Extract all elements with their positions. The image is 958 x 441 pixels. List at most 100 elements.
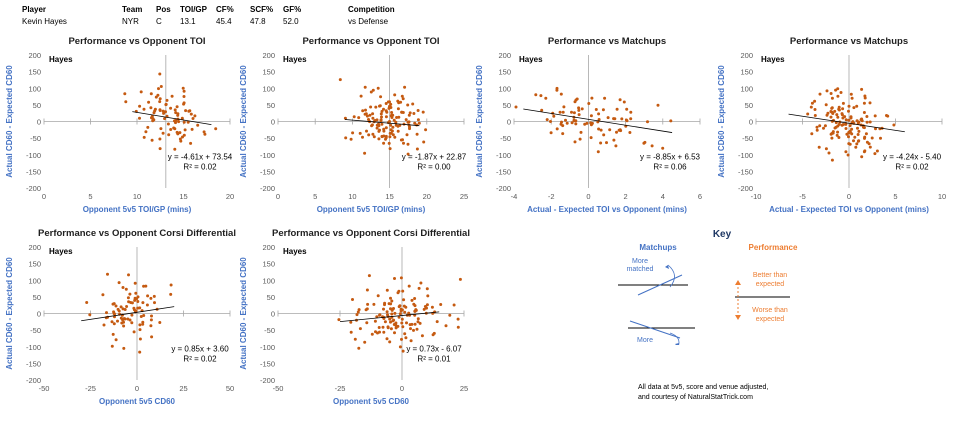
x-tick-label: 10 — [348, 192, 356, 201]
data-point — [870, 136, 874, 140]
chart-title: Performance vs Opponent TOI — [68, 36, 205, 47]
stats-value-2: C — [156, 17, 162, 26]
x-tick-label: -50 — [273, 384, 284, 393]
key-arrowhead-sheltered — [675, 343, 679, 345]
data-point — [836, 130, 840, 134]
data-point — [862, 126, 866, 130]
data-point — [181, 135, 184, 139]
footer-note: All data at 5v5, score and venue adjuste… — [638, 383, 768, 403]
data-point — [855, 142, 859, 146]
data-point — [358, 327, 362, 331]
data-point — [356, 310, 360, 314]
data-point — [416, 317, 420, 321]
data-point — [169, 283, 173, 287]
data-point — [371, 116, 375, 120]
data-point — [594, 108, 598, 111]
data-point — [353, 337, 357, 341]
data-point — [149, 318, 153, 322]
key-better-1: Better than — [753, 272, 787, 279]
x-tick-label: 0 — [847, 192, 851, 201]
data-point — [421, 110, 425, 114]
data-point — [380, 122, 384, 126]
data-point — [396, 291, 400, 295]
y-tick-label: -200 — [260, 376, 275, 385]
data-point — [408, 125, 411, 129]
data-point — [349, 330, 353, 334]
data-point — [163, 117, 167, 121]
x-tick-label: 0 — [42, 192, 46, 201]
data-point — [357, 346, 361, 350]
data-point — [622, 100, 626, 104]
data-point — [848, 124, 852, 128]
y-tick-label: -50 — [500, 134, 511, 143]
player-label: Hayes — [519, 55, 543, 64]
data-point — [562, 105, 566, 109]
y-tick-label: -100 — [260, 343, 275, 352]
data-point — [116, 307, 120, 311]
data-point — [387, 302, 391, 306]
data-point — [561, 110, 565, 114]
data-point — [430, 305, 434, 309]
x-tick-label: -5 — [799, 192, 806, 201]
data-point — [844, 150, 848, 154]
data-point — [401, 349, 405, 353]
data-point — [856, 126, 859, 130]
x-tick-label: 25 — [179, 384, 187, 393]
key-more-matched-2: matched — [627, 266, 654, 273]
data-point — [612, 138, 616, 142]
data-point — [830, 106, 834, 110]
data-point — [846, 153, 850, 157]
stats-value-3: 13.1 — [180, 17, 196, 26]
stats-value-0: Kevin Hayes — [22, 17, 67, 26]
data-point — [415, 327, 419, 331]
data-point — [397, 315, 401, 319]
data-point — [403, 332, 407, 336]
data-point — [401, 97, 405, 101]
data-point — [383, 301, 387, 305]
data-point — [391, 125, 395, 129]
data-point — [380, 109, 384, 113]
data-point — [813, 99, 817, 103]
data-point — [864, 132, 868, 136]
data-point — [406, 120, 410, 124]
data-point — [822, 126, 825, 130]
data-point — [599, 128, 603, 132]
data-point — [138, 337, 142, 341]
y-tick-label: 100 — [498, 84, 511, 93]
data-point — [124, 100, 128, 104]
y-tick-label: -100 — [26, 343, 41, 352]
data-point — [406, 152, 410, 156]
data-point — [399, 276, 403, 280]
data-point — [432, 331, 436, 335]
data-point — [126, 296, 130, 300]
data-point — [174, 111, 178, 115]
data-point — [363, 151, 367, 155]
trendline-equation: y = -1.87x + 22.87 — [402, 153, 467, 162]
stats-value-7: vs Defense — [348, 17, 389, 26]
data-point — [367, 133, 371, 137]
data-point — [142, 314, 146, 317]
data-point — [124, 287, 128, 291]
data-point — [189, 112, 193, 116]
data-point — [587, 102, 591, 105]
data-point — [364, 108, 367, 112]
data-point — [824, 147, 828, 151]
data-point — [856, 139, 860, 143]
key-title: Key — [713, 229, 732, 240]
r-squared: R² = 0.06 — [653, 163, 687, 172]
data-point — [572, 119, 576, 123]
data-point — [424, 128, 428, 132]
data-point — [369, 105, 373, 109]
data-point — [158, 109, 162, 112]
data-point — [809, 105, 813, 109]
data-point — [368, 113, 372, 117]
data-point — [400, 321, 404, 325]
data-point — [123, 92, 127, 96]
data-point — [625, 107, 629, 111]
data-point — [355, 313, 359, 317]
data-point — [646, 120, 649, 124]
data-point — [849, 115, 853, 119]
data-point — [572, 111, 576, 115]
data-point — [381, 325, 385, 329]
x-tick-label: 0 — [276, 192, 280, 201]
